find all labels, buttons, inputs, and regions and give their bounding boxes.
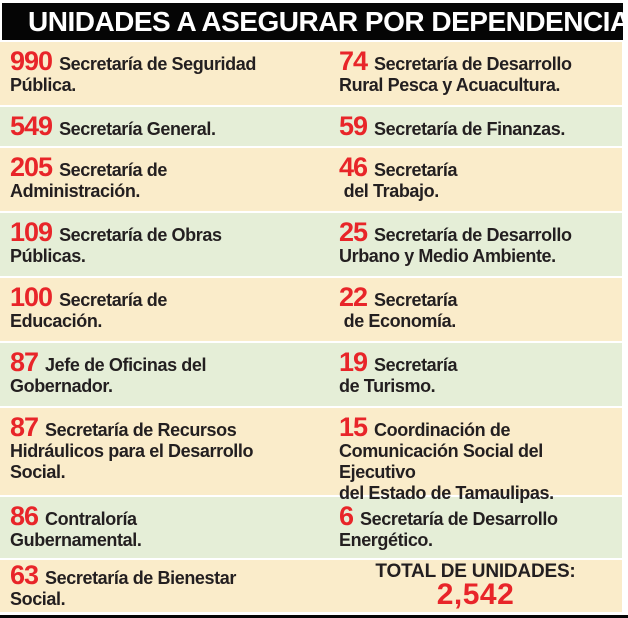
dependency-item: 22 Secretaría de Economía.	[314, 278, 622, 341]
dependency-count: 74	[339, 46, 368, 76]
dependency-count: 109	[10, 217, 53, 247]
dependency-count: 19	[339, 347, 368, 377]
dependency-label: Secretaría de Educación.	[10, 290, 167, 331]
total-block: TOTAL DE UNIDADES: 2,542	[314, 560, 622, 612]
dependency-count: 87	[10, 347, 39, 377]
dependency-item: 87 Jefe de Oficinas del Gobernador.	[0, 343, 314, 406]
table-row: 63 Secretaría de Bienestar Social. TOTAL …	[0, 560, 622, 612]
dependency-item: 100 Secretaría de Educación.	[0, 278, 314, 341]
dependency-count: 100	[10, 282, 53, 312]
dependency-item: 19 Secretaría de Turismo.	[314, 343, 622, 406]
table-row: 100 Secretaría de Educación. 22 Secretaría…	[0, 278, 622, 341]
dependency-count: 86	[10, 501, 39, 531]
dependency-label: Secretaría de Finanzas.	[374, 119, 565, 139]
total-value: 2,542	[436, 578, 515, 611]
dependency-count: 46	[339, 152, 368, 182]
dependency-label: Secretaría de Recursos Hidráulicos para …	[10, 420, 254, 482]
dependency-item: 87 Secretaría de Recursos Hidráulicos par…	[0, 408, 314, 495]
dependency-item: 46 Secretaría del Trabajo.	[314, 148, 622, 211]
dependency-item: 6 Secretaría de Desarrollo Energético.	[314, 497, 622, 558]
dependency-label: Secretaría de Seguridad Pública.	[10, 54, 256, 95]
dependency-item: 25 Secretaría de Desarrollo Urbano y Medi…	[314, 213, 622, 276]
dependency-item: 59 Secretaría de Finanzas.	[314, 107, 622, 146]
table-row: 87 Secretaría de Recursos Hidráulicos par…	[0, 408, 622, 504]
table-row: 86 Contraloría Gubernamental. 6 Secretaría…	[0, 497, 622, 558]
bottom-rule	[0, 615, 628, 618]
dependency-label: Coordinación de Comunicación Social del …	[339, 420, 554, 503]
dependency-label: Secretaría de Desarrollo Rural Pesca y A…	[339, 54, 572, 95]
table-row: 549 Secretaría General. 59 Secretaría de F…	[0, 107, 622, 146]
dependency-item: 549 Secretaría General.	[0, 107, 314, 146]
dependency-label: Contraloría Gubernamental.	[10, 509, 142, 550]
dependency-label: Secretaría de Turismo.	[339, 355, 458, 396]
dependency-count: 87	[10, 412, 39, 442]
dependency-table: 990 Secretaría de Seguridad Pública. 74 Se…	[0, 42, 622, 612]
page-title: UNIDADES A ASEGURAR POR DEPENDENCIA	[28, 5, 628, 37]
dependency-label: Secretaría de Obras Públicas.	[10, 225, 222, 266]
dependency-item: 86 Contraloría Gubernamental.	[0, 497, 314, 558]
dependency-count: 22	[339, 282, 368, 312]
dependency-item: 990 Secretaría de Seguridad Pública.	[0, 42, 314, 105]
dependency-item: 63 Secretaría de Bienestar Social.	[0, 560, 314, 612]
dependency-label: Secretaría de Economía.	[343, 290, 458, 331]
dependency-count: 25	[339, 217, 368, 247]
dependency-item: 205 Secretaría de Administración.	[0, 148, 314, 211]
dependency-count: 6	[339, 501, 354, 531]
dependency-label: Secretaría de Administración.	[10, 160, 167, 201]
dependency-item: 109 Secretaría de Obras Públicas.	[0, 213, 314, 276]
dependency-label: Secretaría de Bienestar Social.	[10, 568, 236, 609]
dependency-count: 59	[339, 111, 368, 141]
dependency-count: 205	[10, 152, 53, 182]
dependency-count: 15	[339, 412, 368, 442]
table-row: 87 Jefe de Oficinas del Gobernador. 19 Sec…	[0, 343, 622, 406]
dependency-label: Secretaría de Desarrollo Urbano y Medio …	[339, 225, 572, 266]
dependency-item: 15 Coordinación de Comunicación Social de…	[314, 408, 622, 504]
dependency-label: Jefe de Oficinas del Gobernador.	[10, 355, 207, 396]
table-row: 109 Secretaría de Obras Públicas. 25 Secre…	[0, 213, 622, 276]
dependency-count: 990	[10, 46, 53, 76]
dependency-label: Secretaría General.	[59, 119, 216, 139]
dependency-label: Secretaría de Desarrollo Energético.	[339, 509, 558, 550]
dependency-count: 549	[10, 111, 53, 141]
dependency-label: Secretaría del Trabajo.	[343, 160, 458, 201]
table-row: 990 Secretaría de Seguridad Pública. 74 Se…	[0, 42, 622, 105]
table-row: 205 Secretaría de Administración. 46 Secre…	[0, 148, 622, 211]
dependency-count: 63	[10, 560, 39, 590]
total-label: TOTAL DE UNIDADES:	[375, 561, 576, 582]
infographic-title-bar: UNIDADES A ASEGURAR POR DEPENDENCIA	[2, 3, 628, 40]
dependency-item: 74 Secretaría de Desarrollo Rural Pesca y…	[314, 42, 622, 105]
